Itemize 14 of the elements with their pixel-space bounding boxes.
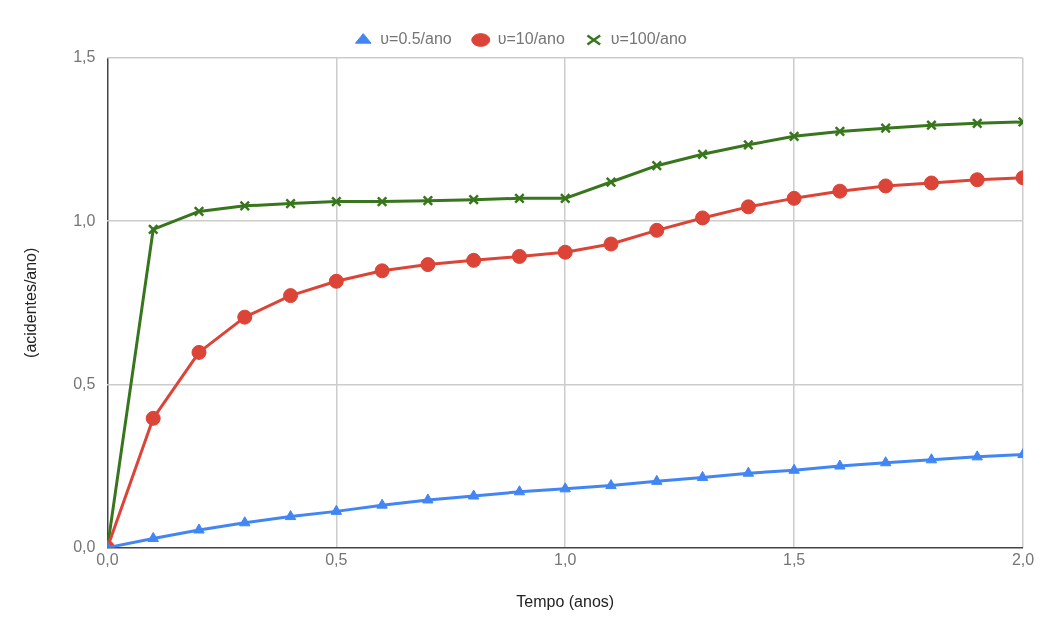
x-tick-label: 0,0 [96,550,119,568]
y-tick-label: 0,0 [73,538,96,556]
legend-label: υ=0.5/ano [380,30,452,48]
y-tick-label: 0,5 [73,374,96,392]
y-axis-title: (acidentes/ano) [22,247,40,358]
legend-label: υ=100/ano [610,30,687,48]
x-axis-title: Tempo (anos) [516,592,615,610]
legend-label: υ=10/ano [497,30,565,48]
x-tick-label: 0,5 [325,550,348,568]
x-tick-label: 1,0 [554,550,577,568]
y-tick-label: 1,0 [73,211,96,229]
y-tick-label: 1,5 [73,48,96,66]
x-tick-label: 2,0 [1011,550,1035,568]
x-tick-label: 1,5 [782,550,806,568]
